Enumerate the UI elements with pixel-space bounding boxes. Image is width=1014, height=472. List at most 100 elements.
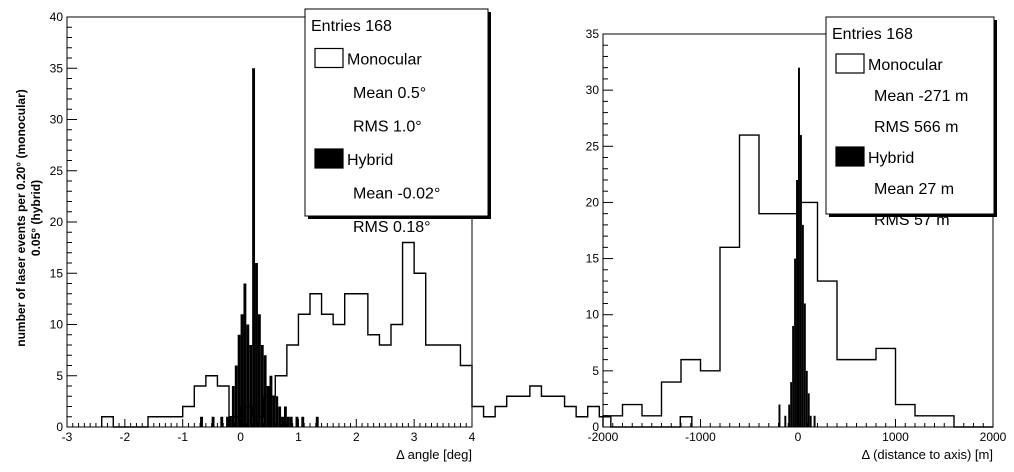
left-hybrid-bar (257, 314, 261, 427)
left-y-axis-label: number of laser events per 0.20° (monocu… (14, 89, 43, 347)
right-legend-text: RMS 57 m (874, 212, 950, 229)
right-monocular-outline (602, 134, 993, 428)
left-legend-box (304, 8, 489, 217)
left-x-tick-label: 1 (295, 430, 302, 444)
left-hybrid-bar (283, 406, 287, 427)
left-y-tick-label: 15 (50, 266, 64, 280)
left-x-tick-label: 2 (353, 430, 360, 444)
left-x-tick-label: 3 (411, 430, 418, 444)
left-hybrid-bar (252, 68, 256, 427)
left-hybrid-bar (246, 324, 250, 427)
right-hybrid-bar (796, 179, 798, 427)
left-stats-legend: Entries 168 Monocular Mean 0.5° RMS 1.0° Hyb… (304, 8, 491, 236)
right-x-tick-label: 0 (795, 430, 802, 444)
left-x-tick-label: -3 (62, 430, 73, 444)
right-hybrid-bar (801, 224, 804, 427)
right-x-tick-label: -2000 (588, 430, 619, 444)
left-hybrid-bar (240, 314, 244, 427)
left-x-tick-label: -2 (120, 430, 131, 444)
left-hybrid-bar (255, 263, 258, 427)
left-hybrid-bar (275, 396, 279, 427)
right-legend-text: Monocular (868, 57, 943, 74)
left-hybrid-bar (220, 416, 224, 427)
right-y-tick-label: 5 (592, 364, 599, 378)
left-x-tick-label: 4 (469, 430, 476, 444)
left-legend-swatch-filled (314, 148, 344, 169)
left-hybrid-bar (286, 416, 290, 427)
left-y-tick-label: 30 (50, 113, 64, 127)
right-y-tick-label: 15 (586, 252, 600, 266)
right-hybrid-bar (803, 303, 806, 427)
left-hybrid-bar (281, 416, 284, 427)
right-x-tick-label: 1000 (882, 430, 909, 444)
left-monocular-outline (101, 241, 693, 428)
right-x-tick-label: 2000 (980, 430, 1007, 444)
left-y-tick-label: 5 (56, 369, 63, 383)
left-hybrid-bar (266, 386, 270, 427)
right-hybrid-bar (805, 370, 808, 427)
left-hybrid-bar (278, 406, 282, 427)
right-hybrid-bar (788, 404, 791, 427)
left-hybrid-bar (289, 416, 293, 427)
left-y-tick-label: 10 (50, 318, 64, 332)
left-x-tick-label: -1 (177, 430, 188, 444)
left-hybrid-bar (211, 416, 215, 427)
left-legend-text: Hybrid (347, 152, 393, 169)
left-hybrid-bar (315, 416, 319, 427)
left-y-tick-label: 40 (50, 10, 64, 24)
right-legend-text: Entries 168 (832, 26, 913, 43)
left-x-axis-label: Δ angle [deg] (396, 447, 472, 462)
left-legend-text: Mean 0.5° (353, 85, 426, 102)
right-x-tick-label: -1000 (685, 430, 716, 444)
right-y-tick-label: 20 (586, 195, 600, 209)
left-legend-text: Entries 168 (311, 18, 392, 35)
left-hybrid-bar (272, 396, 276, 427)
right-hybrid-bar (809, 415, 812, 427)
left-y-tick-label: 20 (50, 215, 64, 229)
left-hybrid-bar (249, 345, 253, 427)
left-hybrid-bar (229, 416, 232, 427)
right-y-tick-label: 30 (586, 83, 600, 97)
right-legend-swatch-filled (835, 146, 865, 167)
right-legend-text: Mean 27 m (874, 181, 954, 198)
left-hybrid-bar (234, 365, 238, 427)
right-y-tick-label: 25 (586, 139, 600, 153)
right-hybrid-bar (798, 67, 800, 427)
left-hybrid-bar (226, 416, 229, 427)
right-hybrid-bar (784, 415, 787, 427)
left-hybrid-bar (269, 375, 273, 427)
right-hybrid-bar (778, 404, 781, 427)
right-legend-text: RMS 566 m (874, 119, 958, 136)
left-hybrid-bar (243, 283, 247, 427)
right-stats-legend: Entries 168 Monocular Mean -271 m RMS 566 m… (825, 16, 997, 229)
right-hybrid-bar (790, 382, 793, 427)
left-hybrid-bar (263, 355, 267, 427)
right-legend-swatch-outline (835, 53, 865, 74)
left-y-tick-label: 35 (50, 61, 64, 75)
right-y-tick-label: 35 (586, 27, 600, 41)
left-hybrid-bar (295, 416, 299, 427)
right-y-tick-label: 0 (592, 420, 599, 434)
right-hybrid-bar (807, 393, 810, 427)
right-legend-text: Hybrid (868, 150, 914, 167)
right-hybrid-bar (792, 325, 795, 427)
right-hybrid-bar (794, 258, 797, 427)
left-legend-text: RMS 0.18° (353, 219, 431, 236)
right-y-tick-label: 10 (586, 308, 600, 322)
right-histogram-panel: -2000 -1000 0 1000 2000 0 5 10 15 20 25 30 35 Δ (dist… (586, 16, 1007, 462)
left-legend-text: Mean -0.02° (353, 186, 440, 203)
right-hybrid-bar (813, 415, 816, 427)
left-hybrid-bar (260, 345, 264, 427)
left-legend-text: Monocular (347, 52, 422, 69)
left-y-tick-label: 25 (50, 164, 64, 178)
left-legend-text: RMS 1.0° (353, 119, 422, 136)
left-y-tick-label: 0 (56, 420, 63, 434)
left-hybrid-bar (231, 386, 235, 427)
right-legend-text: Mean -271 m (874, 88, 968, 105)
left-hybrid-bar (237, 334, 241, 427)
left-y-axis-label-line: number of laser events per 0.20° (monocu… (14, 89, 28, 347)
left-x-tick-label: 0 (237, 430, 244, 444)
left-hybrid-bar (301, 416, 305, 427)
